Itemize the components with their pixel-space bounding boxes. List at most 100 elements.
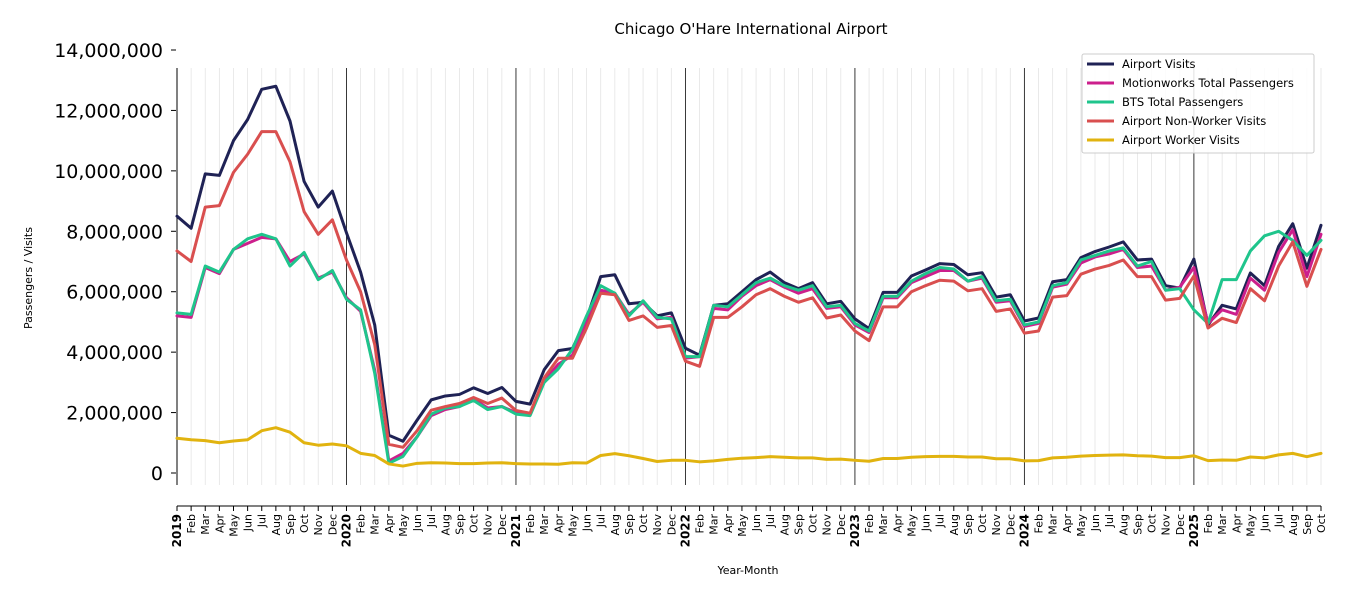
x-tick-label: Dec: [1174, 514, 1187, 535]
x-tick-label: Aug: [609, 514, 622, 535]
series-line: [175, 130, 1323, 449]
x-tick-label: Oct: [468, 513, 481, 533]
x-tick-label: Jun: [1089, 514, 1102, 532]
x-tick-label: Aug: [439, 514, 452, 535]
x-tick-label-year: 2024: [1017, 514, 1031, 547]
series-line: [175, 426, 1323, 468]
x-tick-label: Sep: [1131, 514, 1144, 535]
x-tick-label: Dec: [835, 514, 848, 535]
x-tick-label: Sep: [284, 514, 297, 535]
x-tick-label: Feb: [524, 514, 537, 533]
x-tick-label: May: [905, 514, 918, 537]
y-axis-label: Passengers / Visits: [22, 227, 35, 329]
x-tick-label: Oct: [1315, 513, 1328, 533]
axes-layer: 0 2,000,000 4,000,000 6,000,000 8,000,000 10,…: [54, 40, 1328, 547]
x-tick-label: May: [397, 514, 410, 537]
x-tick-label: Jul: [764, 514, 777, 528]
x-tick-label: Sep: [623, 514, 636, 535]
x-tick-label: Oct: [976, 513, 989, 533]
x-tick-label: Jun: [1259, 514, 1272, 532]
x-axis-label: Year-Month: [716, 564, 778, 577]
x-tick-label: Dec: [326, 514, 339, 535]
x-tick-label: Nov: [651, 514, 664, 536]
x-tick-label: Mar: [1047, 514, 1060, 535]
x-tick-label: Jul: [934, 514, 947, 528]
x-tick-label: Feb: [1033, 514, 1046, 533]
legend-label: Airport Visits: [1122, 57, 1196, 71]
x-tick-label: Jul: [425, 514, 438, 528]
x-tick-label: Sep: [792, 514, 805, 535]
x-tick-label: Sep: [453, 514, 466, 535]
x-tick-label: Aug: [1287, 514, 1300, 535]
x-tick-label: Jul: [256, 514, 269, 528]
x-tick-label: Oct: [807, 513, 820, 533]
x-tick-label: Oct: [1146, 513, 1159, 533]
x-tick-label: Apr: [1230, 514, 1243, 534]
x-tick-label-year: 2021: [509, 514, 523, 547]
x-tick-label: Apr: [552, 514, 565, 534]
x-tick-label: Jun: [750, 514, 763, 532]
x-tick-label: Jul: [1273, 514, 1286, 528]
x-tick-label: Nov: [482, 514, 495, 536]
x-tick-label: Jul: [1103, 514, 1116, 528]
x-tick-label: Jun: [581, 514, 594, 532]
x-tick-label: Dec: [496, 514, 509, 535]
y-tick-label: 8,000,000: [66, 221, 163, 243]
x-tick-label: Feb: [1202, 514, 1215, 533]
legend: Airport Visits Motionworks Total Passenge…: [1081, 53, 1315, 154]
y-tick-label: 14,000,000: [54, 40, 163, 62]
y-tick-label: 10,000,000: [54, 161, 163, 183]
x-tick-label: Aug: [1117, 514, 1130, 535]
x-tick-label: Nov: [312, 514, 325, 536]
grid-layer: [176, 68, 1322, 485]
y-tick-label: 6,000,000: [66, 282, 163, 304]
x-tick-label-year: 2022: [678, 514, 692, 547]
x-tick-label: Jul: [595, 514, 608, 528]
x-tick-label: Mar: [199, 514, 212, 535]
x-tick-label-year: 2025: [1187, 514, 1201, 547]
x-tick-label: Nov: [1160, 514, 1173, 536]
x-tick-label: Nov: [821, 514, 834, 536]
x-tick-label-year: 2020: [339, 514, 353, 547]
x-tick-label: Jun: [920, 514, 933, 532]
chart-title: Chicago O'Hare International Airport: [614, 20, 887, 38]
x-tick-label: Jun: [242, 514, 255, 532]
x-tick-label: Mar: [1216, 514, 1229, 535]
x-tick-label: Jun: [411, 514, 424, 532]
x-tick-label: Feb: [185, 514, 198, 533]
x-tick-label: Dec: [665, 514, 678, 535]
x-tick-label: Apr: [722, 514, 735, 534]
x-tick-label: Feb: [355, 514, 368, 533]
x-tick-label: Dec: [1004, 514, 1017, 535]
x-tick-label: Aug: [778, 514, 791, 535]
x-tick-label: May: [566, 514, 579, 537]
x-tick-label: Oct: [637, 513, 650, 533]
x-tick-label: Oct: [298, 513, 311, 533]
x-tick-label: Apr: [891, 514, 904, 534]
x-tick-label: Mar: [538, 514, 551, 535]
y-tick-label: 0: [151, 463, 163, 485]
series-line: [175, 229, 1323, 465]
x-tick-label: Nov: [990, 514, 1003, 536]
x-tick-label-year: 2023: [848, 514, 862, 547]
x-tick-label: Mar: [369, 514, 382, 535]
x-tick-label: May: [1075, 514, 1088, 537]
legend-label: Airport Non-Worker Visits: [1122, 114, 1266, 128]
x-tick-label: Apr: [383, 514, 396, 534]
series-layer: [175, 84, 1323, 468]
legend-label: Motionworks Total Passengers: [1122, 76, 1294, 90]
series-line: [175, 84, 1323, 443]
x-tick-label: Aug: [948, 514, 961, 535]
x-tick-label: Sep: [962, 514, 975, 535]
x-tick-label: May: [736, 514, 749, 537]
x-tick-label: Feb: [863, 514, 876, 533]
x-tick-label: Apr: [1061, 514, 1074, 534]
x-tick-label: May: [1244, 514, 1257, 537]
x-tick-label: Mar: [708, 514, 721, 535]
y-tick-label: 4,000,000: [66, 342, 163, 364]
legend-label: Airport Worker Visits: [1122, 133, 1240, 147]
y-tick-label: 12,000,000: [54, 100, 163, 122]
x-tick-label: Feb: [694, 514, 707, 533]
